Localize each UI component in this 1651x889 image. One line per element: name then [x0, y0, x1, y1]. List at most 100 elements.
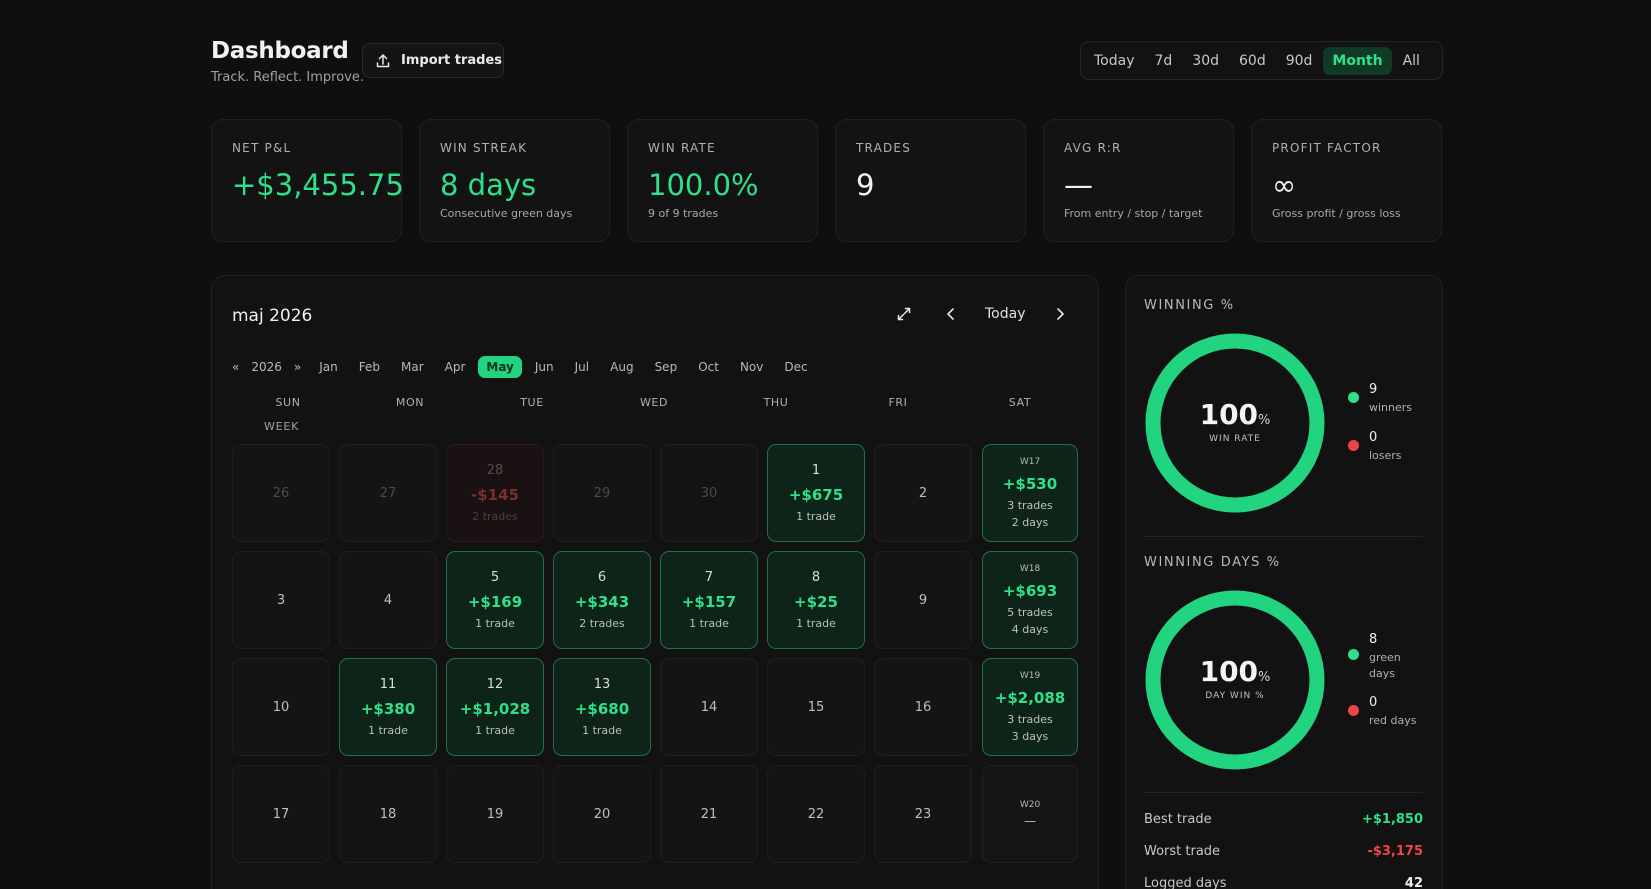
calendar-day[interactable]: 21 — [660, 765, 758, 863]
month-mar[interactable]: Mar — [400, 360, 424, 374]
month-jun[interactable]: Jun — [534, 360, 554, 374]
calendar-day[interactable]: 14 — [660, 658, 758, 756]
day-win-center: 100% — [1144, 655, 1326, 688]
day-trade-count: 1 trade — [475, 724, 515, 737]
range-60d[interactable]: 60d — [1239, 52, 1266, 69]
expand-icon[interactable] — [896, 306, 912, 326]
calendar-day[interactable]: 30 — [660, 444, 758, 542]
range-month[interactable]: Month — [1323, 46, 1392, 75]
stat-value: ∞ — [1272, 168, 1297, 202]
weekday-sun: SUN — [275, 396, 301, 409]
prev-year-button[interactable]: « — [232, 360, 240, 374]
day-win-ring — [1145, 590, 1325, 770]
calendar-day[interactable]: 22 — [767, 765, 865, 863]
calendar-day[interactable]: 18 — [339, 765, 437, 863]
calendar-day[interactable]: 27 — [339, 444, 437, 542]
chevron-left-icon[interactable] — [944, 306, 958, 326]
day-pnl: +$675 — [788, 486, 844, 504]
day-trade-count: 1 trade — [368, 724, 408, 737]
stat-value: 100.0% — [648, 168, 759, 202]
calendar-day[interactable]: 28 -$145 2 trades — [446, 444, 544, 542]
calendar-day[interactable]: 20 — [553, 765, 651, 863]
stat-value: 8 days — [440, 168, 537, 202]
divider — [1144, 536, 1423, 537]
calendar-day[interactable]: 26 — [232, 444, 330, 542]
month-jul[interactable]: Jul — [574, 360, 590, 374]
week-summary: W18 +$693 5 trades 4 days — [982, 551, 1078, 649]
page-subtitle: Track. Reflect. Improve. — [211, 70, 365, 85]
day-number: 2 — [918, 485, 928, 501]
calendar-day[interactable]: 17 — [232, 765, 330, 863]
calendar-day[interactable]: 12 +$1,028 1 trade — [446, 658, 544, 756]
calendar-day[interactable]: 29 — [553, 444, 651, 542]
calendar-day[interactable]: 11 +$380 1 trade — [339, 658, 437, 756]
week-days: 4 days — [1011, 623, 1049, 636]
week-trades: 3 trades — [1007, 713, 1053, 726]
win-rate-value: 100 — [1199, 398, 1259, 431]
day-pnl: +$343 — [574, 593, 630, 611]
calendar-day[interactable]: 5 +$169 1 trade — [446, 551, 544, 649]
day-pnl: +$25 — [794, 593, 838, 611]
range-30d[interactable]: 30d — [1192, 52, 1219, 69]
red-days-count: 0 — [1369, 695, 1378, 710]
stat-value: 9 — [856, 168, 875, 202]
month-oct[interactable]: Oct — [698, 360, 719, 374]
stat-label: AVG R:R — [1064, 141, 1122, 155]
month-strip: « 2026 » Jan Feb Mar Apr May Jun Jul Aug… — [232, 356, 816, 378]
month-feb[interactable]: Feb — [358, 360, 380, 374]
calendar-day[interactable]: 4 — [339, 551, 437, 649]
week-empty: — — [1024, 814, 1036, 828]
day-trade-count: 1 trade — [475, 617, 515, 630]
calendar-today-button[interactable]: Today — [985, 306, 1026, 322]
next-year-button[interactable]: » — [293, 360, 302, 374]
range-90d[interactable]: 90d — [1285, 52, 1313, 69]
range-7d[interactable]: 7d — [1154, 52, 1173, 69]
calendar-day[interactable]: 16 — [874, 658, 972, 756]
month-jan[interactable]: Jan — [319, 360, 338, 374]
range-all[interactable]: All — [1402, 52, 1420, 69]
weekday-mon: MON — [395, 396, 425, 409]
stat-sub: Consecutive green days — [440, 207, 573, 220]
calendar-day[interactable]: 19 — [446, 765, 544, 863]
range-today[interactable]: Today — [1094, 52, 1135, 69]
winners-count: 9 — [1369, 382, 1378, 397]
month-may[interactable]: May — [478, 356, 522, 378]
import-trades-button[interactable]: Import trades — [362, 43, 504, 78]
week-label: W20 — [1019, 800, 1041, 810]
weekday-thu: THU — [763, 396, 789, 409]
calendar-day[interactable]: 13 +$680 1 trade — [553, 658, 651, 756]
chevron-right-icon[interactable] — [1053, 306, 1067, 326]
calendar-day[interactable]: 1 +$675 1 trade — [767, 444, 865, 542]
divider — [1144, 792, 1423, 793]
month-aug[interactable]: Aug — [610, 360, 634, 374]
green-days-label-2: days — [1369, 667, 1395, 680]
month-dec[interactable]: Dec — [784, 360, 808, 374]
day-win-unit: % — [1258, 670, 1271, 685]
day-number: 6 — [597, 570, 607, 585]
calendar-day[interactable]: 23 — [874, 765, 972, 863]
calendar-day[interactable]: 10 — [232, 658, 330, 756]
day-number: 20 — [593, 806, 611, 822]
day-number: 1 — [811, 463, 821, 478]
day-pnl: +$380 — [360, 700, 416, 718]
week-label: W18 — [1019, 564, 1041, 574]
win-rate-caption: WIN RATE — [1209, 434, 1261, 444]
calendar-day[interactable]: 9 — [874, 551, 972, 649]
month-sep[interactable]: Sep — [654, 360, 678, 374]
winners-dot — [1348, 392, 1359, 403]
calendar-day[interactable]: 8 +$25 1 trade — [767, 551, 865, 649]
calendar-day[interactable]: 7 +$157 1 trade — [660, 551, 758, 649]
weekday-sat: SAT — [1008, 396, 1032, 409]
red-days-label: red days — [1369, 714, 1417, 727]
calendar-day[interactable]: 3 — [232, 551, 330, 649]
day-pnl: -$145 — [471, 486, 519, 504]
calendar-day[interactable]: 6 +$343 2 trades — [553, 551, 651, 649]
stat-sub: From entry / stop / target — [1064, 207, 1203, 220]
month-apr[interactable]: Apr — [444, 360, 466, 374]
weekday-fri: FRI — [888, 396, 908, 409]
week-pnl: +$530 — [1002, 475, 1058, 493]
month-nov[interactable]: Nov — [739, 360, 764, 374]
calendar-day[interactable]: 2 — [874, 444, 972, 542]
calendar-day[interactable]: 15 — [767, 658, 865, 756]
weekday-wed: WED — [639, 396, 669, 409]
